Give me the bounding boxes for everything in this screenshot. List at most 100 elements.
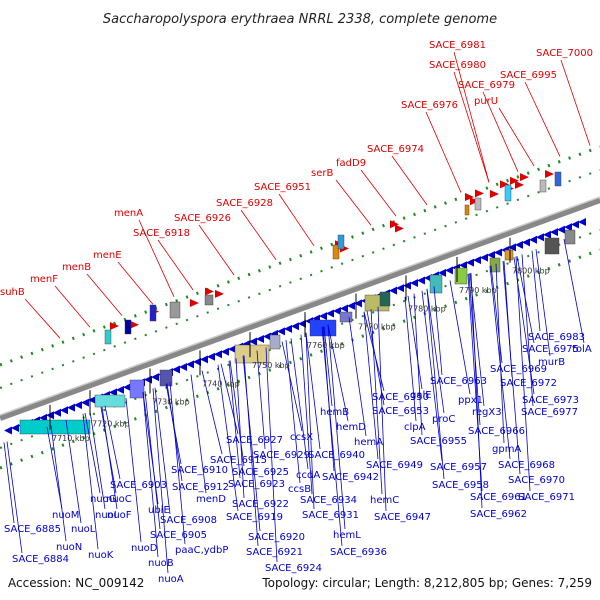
gene-label-bottom[interactable]: SACE_6931: [302, 510, 359, 521]
gene-label-bottom[interactable]: SACE_6953: [372, 406, 429, 417]
gene-label-bottom[interactable]: gpmA: [492, 444, 521, 455]
gene-arrow[interactable]: [74, 401, 82, 410]
gene-label-bottom[interactable]: SACE_6922: [232, 499, 289, 510]
gene-arrow[interactable]: [326, 309, 334, 318]
gene-block[interactable]: [94, 394, 126, 408]
gene-block[interactable]: [339, 311, 353, 323]
gene-label-bottom[interactable]: nuoL: [71, 524, 96, 535]
gene-label-bottom[interactable]: SACE_6923: [228, 479, 285, 490]
gene-label-bottom[interactable]: ubiE: [148, 505, 170, 516]
gene-label-bottom[interactable]: nuoF: [107, 510, 132, 521]
gene-block[interactable]: [19, 419, 91, 435]
gene-label-bottom[interactable]: SACE_6957: [430, 462, 487, 473]
gene-arrow-top[interactable]: [205, 287, 214, 296]
gene-label-bottom[interactable]: SACE_6920: [248, 532, 305, 543]
gene-block[interactable]: [159, 369, 173, 387]
gene-label-bottom[interactable]: SACE_6972: [500, 378, 557, 389]
gene-label-bottom[interactable]: SACE_6962: [470, 509, 527, 520]
gene-arrow-top[interactable]: [520, 173, 529, 182]
gene-label-bottom[interactable]: hemB: [320, 407, 349, 418]
gene-label-top[interactable]: SACE_6976: [401, 100, 458, 111]
gene-label-bottom[interactable]: SACE_6983: [528, 332, 585, 343]
gene-label-bottom[interactable]: nuoN: [56, 542, 82, 553]
gene-arrow[interactable]: [144, 375, 152, 384]
gene-arrow[interactable]: [172, 365, 180, 374]
gene-block[interactable]: [544, 237, 560, 255]
gene-label-bottom[interactable]: ccsX: [290, 432, 313, 443]
gene-label-bottom[interactable]: hemA: [354, 437, 383, 448]
gene-label-bottom[interactable]: hemL: [333, 530, 361, 541]
gene-arrow-top[interactable]: [465, 193, 474, 202]
gene-arrow-top[interactable]: [390, 220, 399, 229]
gene-arrow[interactable]: [578, 217, 586, 226]
gene-arrow[interactable]: [333, 307, 341, 316]
gene-label-bottom[interactable]: nuoM: [52, 510, 79, 521]
gene-label-bottom[interactable]: SACE_6924: [265, 563, 322, 574]
gene-label-top[interactable]: serB: [311, 168, 333, 179]
gene-label-bottom[interactable]: SACE_6958: [432, 480, 489, 491]
gene-arrow[interactable]: [445, 266, 453, 275]
gene-arrow[interactable]: [116, 385, 124, 394]
gene-label-top[interactable]: SACE_6995: [500, 70, 557, 81]
gene-arrow[interactable]: [410, 279, 418, 288]
gene-label-bottom[interactable]: SACE_6908: [160, 515, 217, 526]
gene-arrow[interactable]: [396, 284, 404, 293]
gene-arrow[interactable]: [438, 268, 446, 277]
gene-label-bottom[interactable]: SACE_6947: [374, 512, 431, 523]
gene-arrow[interactable]: [389, 286, 397, 295]
gene-arrow[interactable]: [256, 334, 264, 343]
gene-label-bottom[interactable]: SACE_6903: [110, 480, 167, 491]
gene-arrow-top[interactable]: [500, 180, 509, 189]
gene-block[interactable]: [539, 179, 547, 193]
gene-arrow[interactable]: [571, 220, 579, 229]
gene-block[interactable]: [169, 301, 181, 319]
gene-arrow[interactable]: [284, 324, 292, 333]
gene-label-bottom[interactable]: menD: [196, 494, 226, 505]
gene-arrow-top[interactable]: [490, 189, 499, 198]
gene-arrow[interactable]: [214, 350, 222, 359]
gene-arrow[interactable]: [81, 398, 89, 407]
gene-label-top[interactable]: SACE_6981: [429, 40, 486, 51]
gene-arrow[interactable]: [4, 426, 12, 435]
gene-arrow[interactable]: [221, 347, 229, 356]
gene-label-bottom[interactable]: SACE_6940: [308, 450, 365, 461]
gene-arrow-top[interactable]: [515, 180, 524, 189]
gene-label-bottom[interactable]: proC: [432, 414, 455, 425]
gene-block[interactable]: [149, 304, 157, 322]
gene-arrow-top[interactable]: [190, 298, 199, 307]
gene-label-bottom[interactable]: nuoA: [158, 574, 184, 585]
gene-label-bottom[interactable]: SACE_6963: [430, 376, 487, 387]
gene-arrow[interactable]: [207, 352, 215, 361]
gene-arrow-top[interactable]: [475, 189, 484, 198]
gene-arrow[interactable]: [53, 408, 61, 417]
gene-label-bottom[interactable]: SACE_6968: [498, 460, 555, 471]
gene-arrow[interactable]: [459, 261, 467, 270]
gene-label-bottom[interactable]: nuoB: [148, 558, 174, 569]
gene-label-bottom[interactable]: SACE_6975: [522, 344, 579, 355]
gene-arrow[interactable]: [417, 276, 425, 285]
gene-arrow[interactable]: [550, 228, 558, 237]
gene-label-bottom[interactable]: tolA: [572, 344, 592, 355]
gene-arrow[interactable]: [529, 235, 537, 244]
gene-label-top[interactable]: menA: [114, 208, 143, 219]
gene-label-bottom[interactable]: SACE_6884: [12, 554, 69, 565]
gene-label-bottom[interactable]: SACE_6942: [322, 472, 379, 483]
gene-label-bottom[interactable]: SACE_6955: [410, 436, 467, 447]
gene-arrow[interactable]: [466, 258, 474, 267]
gene-label-bottom[interactable]: paaC,ydbP: [175, 545, 228, 556]
gene-label-bottom[interactable]: ppx1: [458, 395, 483, 406]
gene-arrow[interactable]: [249, 337, 257, 346]
gene-label-top[interactable]: SACE_6928: [216, 198, 273, 209]
gene-label-top[interactable]: SACE_6918: [133, 228, 190, 239]
gene-block[interactable]: [129, 379, 145, 399]
gene-arrow[interactable]: [193, 357, 201, 366]
gene-label-bottom[interactable]: SACE_6934: [300, 495, 357, 506]
gene-block[interactable]: [554, 171, 562, 187]
gene-label-bottom[interactable]: nuoI: [95, 510, 117, 521]
gene-label-bottom[interactable]: galE: [410, 390, 432, 401]
gene-block[interactable]: [474, 197, 482, 211]
gene-label-top[interactable]: purU: [474, 96, 498, 107]
gene-arrow-top[interactable]: [510, 176, 519, 185]
gene-block[interactable]: [429, 274, 443, 294]
gene-arrow[interactable]: [515, 240, 523, 249]
